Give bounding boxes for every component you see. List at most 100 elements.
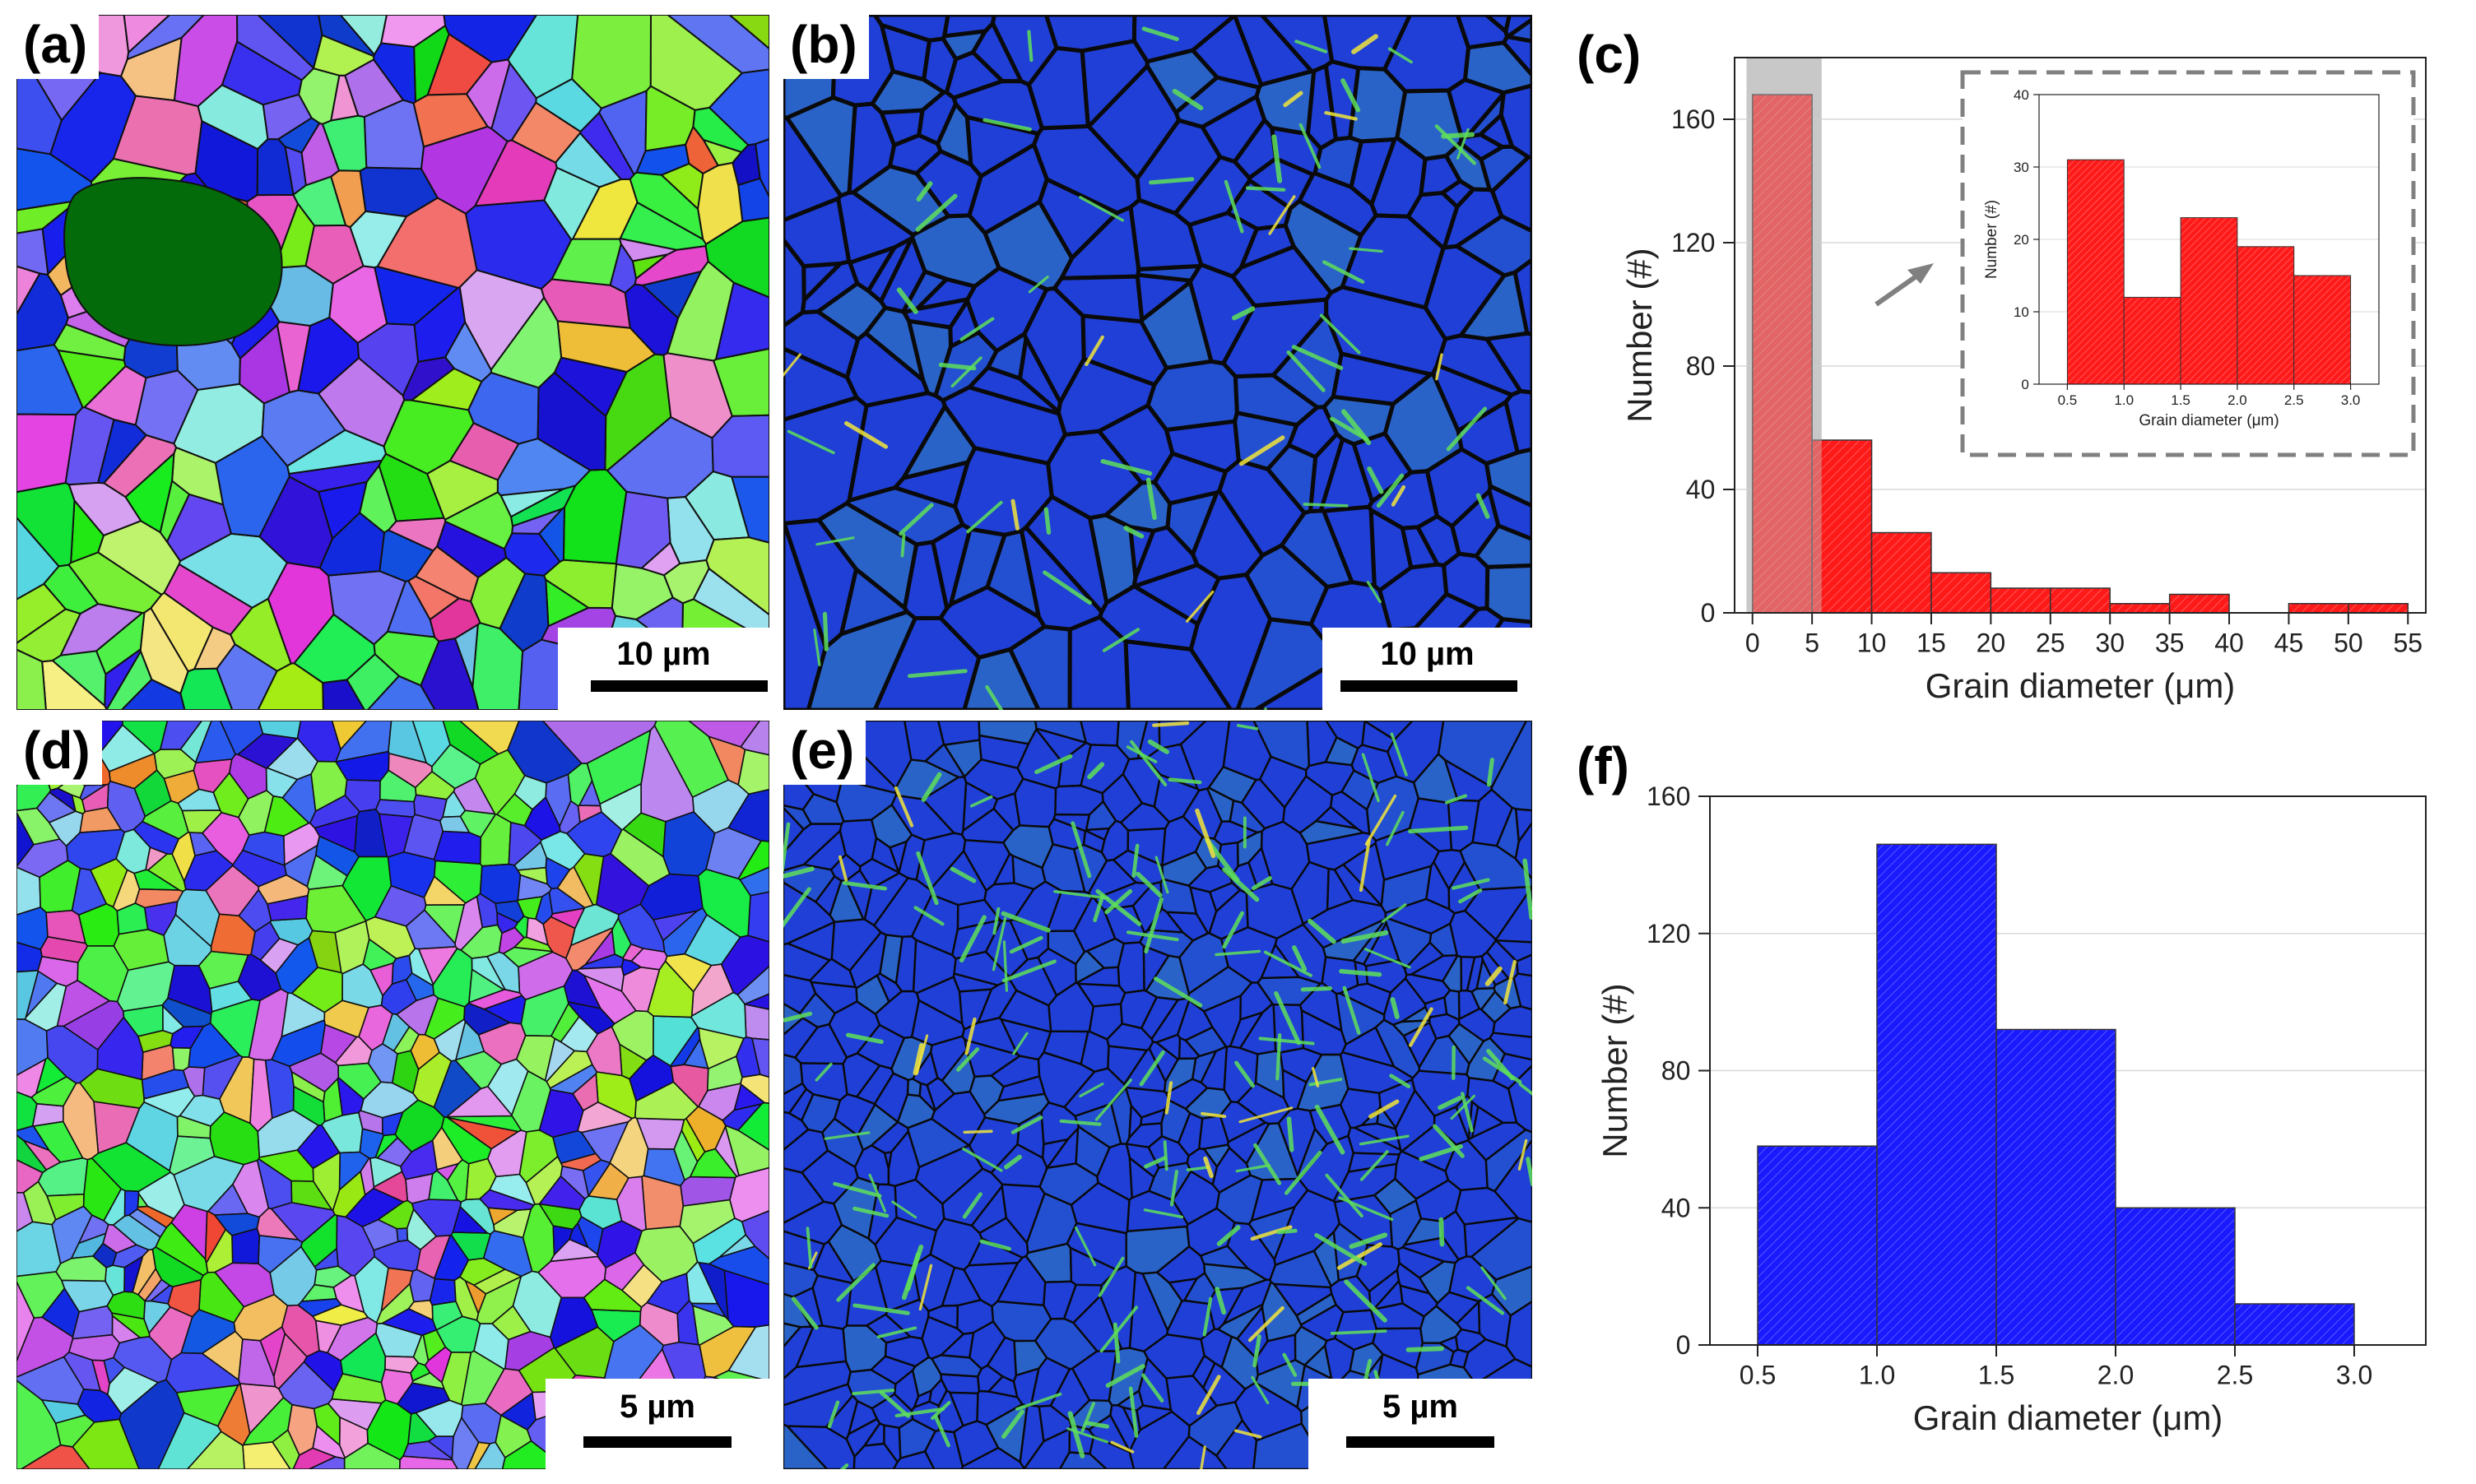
chart-f-ylabel: Number (#) bbox=[1596, 983, 1634, 1157]
chart-c-inset-ylabel: Number (#) bbox=[1983, 200, 2000, 279]
panel-label-b: (b) bbox=[783, 15, 869, 79]
chart-f-plot: 0.5 1.0 1.5 2.0 2.5 3.0 0 40 80 120 160 Grain diame… bbox=[1596, 781, 2427, 1437]
chart-c-inset-ytick-label: 30 bbox=[2014, 160, 2029, 175]
panel-d-ipf-map: (d) 5 µm bbox=[16, 721, 769, 1469]
chart-f-ytick-label: 40 bbox=[1661, 1193, 1691, 1222]
chart-f-xtick-label: 2.5 bbox=[2217, 1361, 2253, 1390]
panel-label-f: (f) bbox=[1577, 736, 1629, 795]
chart-c-xtick-label: 25 bbox=[2036, 628, 2065, 658]
kam-hotspots bbox=[783, 721, 1532, 1469]
chart-f-ytick-label: 0 bbox=[1676, 1330, 1691, 1360]
chart-f-ytick-label: 120 bbox=[1647, 919, 1690, 948]
panel-label-c: (c) bbox=[1577, 25, 1642, 84]
chart-c-xtick-label: 15 bbox=[1916, 628, 1946, 658]
chart-f-bar bbox=[2234, 1303, 2355, 1346]
chart-c-inset-bar bbox=[2180, 217, 2238, 385]
panel-b-kam-map: (b) 10 µm bbox=[783, 15, 1532, 710]
chart-c-xtick-label: 20 bbox=[1977, 628, 2006, 658]
chart-c-highlight-band bbox=[1746, 58, 1822, 613]
kam-grain-map-fine bbox=[783, 721, 1532, 1469]
chart-c-xtick-label: 30 bbox=[2095, 628, 2125, 658]
chart-c-ytick-label: 160 bbox=[1671, 104, 1715, 134]
kam-grain-map-coarse bbox=[783, 15, 1532, 710]
grain-cells bbox=[783, 15, 1532, 710]
scale-bar-label-a: 10 µm bbox=[616, 636, 711, 672]
chart-c-xtick-label: 40 bbox=[2214, 628, 2244, 658]
chart-c-inset-axes-frame bbox=[2038, 94, 2380, 385]
chart-c-plot: 0 5 10 15 20 25 30 35 40 45 50 55 0 40 80 120 160 Grain d… bbox=[1620, 57, 2427, 705]
chart-c-bar bbox=[1990, 587, 2051, 614]
chart-c-inset-ytick-label: 0 bbox=[2021, 377, 2028, 392]
chart-f-bar bbox=[1757, 1145, 1878, 1346]
ipf-grain-map-fine bbox=[16, 721, 769, 1469]
chart-c-bar bbox=[1930, 572, 1992, 614]
chart-f-xtick-label: 2.0 bbox=[2097, 1361, 2134, 1390]
chart-c-inset-xtick-label: 2.5 bbox=[2284, 392, 2304, 408]
chart-f-ytick-label: 160 bbox=[1647, 781, 1690, 811]
chart-f-bar bbox=[1876, 843, 1997, 1346]
chart-c-xtick-label: 35 bbox=[2155, 628, 2185, 658]
chart-c-inset-xtick-label: 0.5 bbox=[2058, 392, 2078, 408]
scale-bar-line-b bbox=[1340, 680, 1517, 692]
chart-c-inset-bar bbox=[2237, 246, 2295, 385]
chart-c-bar bbox=[2288, 603, 2349, 614]
chart-f-bar bbox=[2115, 1207, 2236, 1346]
chart-c-inset-bar bbox=[2123, 296, 2181, 385]
chart-c-xtick-label: 45 bbox=[2274, 628, 2304, 658]
chart-f-xlabel: Grain diameter (μm) bbox=[1913, 1398, 2223, 1437]
chart-c-inset-ytick-label: 10 bbox=[2014, 304, 2029, 320]
chart-c-inset-bar bbox=[2293, 275, 2352, 385]
large-grain-green bbox=[63, 177, 283, 346]
chart-c-ytick-label: 80 bbox=[1686, 351, 1716, 381]
chart-c-ytick-label: 120 bbox=[1671, 228, 1715, 257]
chart-c-inset-xtick-label: 1.0 bbox=[2114, 392, 2134, 408]
chart-c-inset-frame bbox=[1960, 70, 2416, 457]
chart-c-bar bbox=[1811, 439, 1873, 614]
chart-c-inset-plot: 0.5 1.0 1.5 2.0 2.5 3.0 0 10 20 30 40 Grain diamete… bbox=[1983, 87, 2380, 429]
panel-a-ipf-map: (a) 10 µm bbox=[16, 15, 769, 710]
chart-c-bar bbox=[1870, 531, 1932, 614]
chart-c-bar bbox=[2050, 587, 2111, 614]
scale-bar-line-a bbox=[591, 680, 768, 692]
chart-c-xtick-label: 0 bbox=[1745, 628, 1760, 658]
chart-c-inset-xtick-label: 3.0 bbox=[2341, 392, 2361, 408]
chart-c-inset-arrow-line bbox=[1874, 267, 1927, 307]
chart-c-xlabel: Grain diameter (μm) bbox=[1926, 666, 2236, 705]
scale-bar-label-d: 5 µm bbox=[620, 1389, 695, 1425]
grain-cells bbox=[783, 721, 1532, 1469]
chart-c-xtick-label: 10 bbox=[1857, 628, 1887, 658]
chart-c-xtick-label: 55 bbox=[2393, 628, 2423, 658]
scale-bar-label-b: 10 µm bbox=[1380, 636, 1475, 672]
chart-c-inset-bar bbox=[2066, 159, 2125, 385]
scale-bar-d: 5 µm bbox=[546, 1379, 769, 1469]
chart-f-ytick-label: 80 bbox=[1661, 1056, 1691, 1086]
scale-bar-line-d bbox=[583, 1436, 732, 1448]
chart-f-xtick-label: 0.5 bbox=[1740, 1361, 1776, 1390]
chart-f-xtick-label: 1.0 bbox=[1859, 1361, 1895, 1390]
scale-bar-a: 10 µm bbox=[558, 628, 769, 710]
chart-c-ytick-label: 40 bbox=[1686, 475, 1716, 504]
chart-c-inset-ytick-label: 40 bbox=[2014, 87, 2029, 103]
chart-c-ytick-label: 0 bbox=[1701, 598, 1716, 628]
chart-c-inset-arrow-head bbox=[1907, 263, 1934, 284]
chart-f-xtick-label: 3.0 bbox=[2336, 1361, 2372, 1390]
grain-cells bbox=[16, 721, 769, 1469]
chart-c-ylabel: Number (#) bbox=[1620, 248, 1659, 422]
panel-label-a: (a) bbox=[16, 15, 100, 79]
chart-c-bar bbox=[1751, 94, 1813, 614]
scale-bar-label-e: 5 µm bbox=[1382, 1389, 1458, 1425]
chart-c-highlight-overlay bbox=[1746, 58, 1822, 613]
scale-bar-line-e bbox=[1346, 1436, 1494, 1448]
grain-cells bbox=[16, 15, 769, 710]
scale-bar-e: 5 µm bbox=[1308, 1379, 1532, 1469]
panel-e-kam-map: (e) 5 µm bbox=[783, 721, 1532, 1469]
chart-c-inset-xtick-label: 2.0 bbox=[2227, 392, 2247, 408]
chart-c-xtick-label: 5 bbox=[1805, 628, 1819, 658]
chart-f-bar bbox=[1995, 1028, 2116, 1346]
chart-f-xtick-label: 1.5 bbox=[1978, 1361, 2014, 1390]
chart-c-bar bbox=[2348, 603, 2409, 614]
chart-c-axes-frame bbox=[1734, 57, 2427, 614]
chart-c-inset-xtick-label: 1.5 bbox=[2171, 392, 2190, 408]
scale-bar-b: 10 µm bbox=[1322, 628, 1532, 710]
chart-c-xtick-label: 50 bbox=[2334, 628, 2363, 658]
